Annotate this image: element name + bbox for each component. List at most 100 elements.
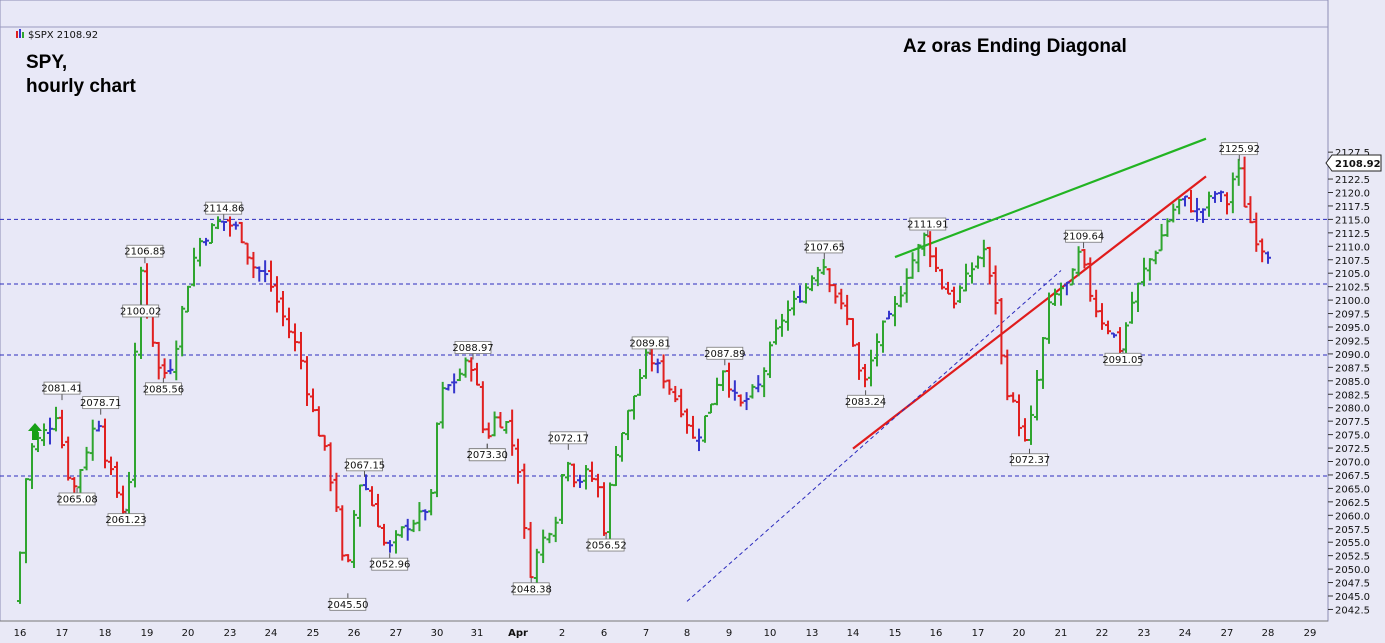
chart-title-line2: hourly chart — [26, 76, 136, 97]
y-tick-label: 2055.0 — [1335, 538, 1370, 549]
trendlines — [686, 137, 1207, 602]
trendline — [852, 175, 1207, 450]
ohlc-bar — [1040, 337, 1046, 389]
ohlc-bar — [1034, 370, 1040, 421]
ohlc-bar — [992, 265, 999, 315]
ohlc-bar — [250, 251, 257, 279]
ohlc-bar — [155, 341, 162, 380]
ohlc-bar — [485, 422, 492, 439]
ohlc-bar — [173, 340, 180, 381]
ohlc-bar — [451, 373, 458, 394]
price-label: 2111.91 — [907, 217, 948, 237]
ohlc-bar — [1069, 268, 1076, 286]
ohlc-bar — [1028, 405, 1034, 445]
x-axis: 16 17 18 19 20 23 24 25 26 27 30 31 Apr 2 6 7 8 9 10 13 14 15… — [0, 620, 1328, 639]
ohlc-bar — [468, 357, 475, 382]
ohlc-bar — [684, 408, 690, 434]
ohlc-bar — [832, 284, 839, 304]
ohlc-bar — [410, 519, 417, 533]
y-tick-label: 2122.5 — [1335, 175, 1370, 186]
ohlc-bar — [1247, 196, 1254, 224]
price-bars — [17, 156, 1271, 604]
ohlc-bar — [1194, 197, 1200, 222]
y-tick-label: 2052.5 — [1335, 552, 1370, 563]
ohlc-bar — [17, 551, 23, 604]
x-tick-label: 9 — [726, 628, 732, 639]
ohlc-bar — [761, 367, 768, 398]
ohlc-bar — [868, 349, 874, 387]
ohlc-bar — [909, 252, 916, 279]
ohlc-bar — [559, 474, 565, 524]
ohlc-bar — [404, 518, 411, 541]
ohlc-bar — [874, 333, 880, 367]
y-tick-label: 2082.5 — [1335, 390, 1370, 401]
x-tick-label: 19 — [141, 628, 154, 639]
ohlc-bar — [1141, 257, 1147, 287]
ohlc-bar — [607, 482, 613, 541]
ohlc-bar — [310, 388, 316, 413]
x-tick-label: 18 — [99, 628, 112, 639]
x-tick-label: 10 — [764, 628, 777, 639]
ohlc-bar — [779, 313, 785, 337]
ohlc-bar — [515, 438, 521, 484]
price-label-text: 2083.24 — [845, 397, 886, 408]
price-label: 2088.97 — [452, 341, 494, 360]
price-label: 2085.56 — [143, 377, 184, 395]
ohlc-bar — [227, 216, 233, 237]
ohlc-bar — [791, 290, 797, 316]
ohlc-bar — [185, 285, 191, 313]
ohlc-bar — [363, 474, 369, 491]
price-label-text: 2114.86 — [203, 204, 244, 215]
y-tick-label: 2120.0 — [1335, 189, 1370, 200]
ohlc-bar — [589, 461, 595, 482]
y-tick-label: 2092.5 — [1335, 336, 1370, 347]
ohlc-bar — [256, 266, 263, 282]
x-tick-label: 27 — [1221, 628, 1234, 639]
ohlc-bar — [737, 394, 744, 407]
ohlc-bar — [672, 385, 679, 403]
ohlc-bar — [462, 357, 469, 378]
ohlc-bar — [351, 510, 357, 568]
price-label-text: 2081.41 — [41, 384, 82, 395]
ohlc-bar — [89, 419, 96, 461]
ohlc-bar — [975, 255, 981, 269]
ohlc-bar — [83, 446, 90, 471]
y-tick-label: 2072.5 — [1335, 444, 1370, 455]
ohlc-bar — [1170, 203, 1177, 223]
x-tick-label: 7 — [643, 628, 649, 639]
price-label: 2087.89 — [704, 346, 745, 366]
x-tick-label: 17 — [972, 628, 985, 639]
price-label: 2072.17 — [548, 431, 589, 450]
ohlc-bar — [631, 395, 637, 420]
ohlc-bar — [333, 472, 340, 512]
chart-title-line1: SPY, — [26, 52, 67, 73]
x-tick-label: 6 — [601, 628, 607, 639]
ohlc-bar — [814, 266, 821, 287]
ohlc-bar — [690, 415, 696, 439]
price-label-text: 2061.23 — [105, 515, 146, 526]
ohlc-bar — [998, 298, 1005, 365]
ohlc-bar — [428, 488, 435, 516]
ohlc-bar — [339, 505, 346, 561]
ohlc-bar — [595, 473, 601, 498]
x-tick-label: 25 — [307, 628, 320, 639]
ohlc-bar — [927, 231, 934, 268]
x-tick-label: 14 — [847, 628, 860, 639]
ohlc-bar — [892, 296, 898, 327]
ohlc-bar — [292, 323, 298, 352]
ohlc-bar — [262, 260, 269, 283]
ohlc-bar — [1135, 282, 1141, 313]
ohlc-bar — [809, 275, 815, 292]
ohlc-bar — [1265, 251, 1271, 264]
ohlc-bar — [951, 286, 957, 309]
x-tick-label: 20 — [182, 628, 195, 639]
ohlc-bar — [375, 493, 381, 528]
price-label: 2061.23 — [105, 508, 147, 526]
ohlc-bar — [1081, 249, 1088, 269]
ohlc-bar — [856, 342, 862, 380]
ohlc-bar — [114, 461, 120, 498]
y-tick-label: 2050.0 — [1335, 565, 1370, 576]
y-tick-label: 2102.5 — [1335, 283, 1370, 294]
ohlc-bar — [456, 368, 463, 382]
price-label-text: 2111.91 — [907, 220, 948, 231]
